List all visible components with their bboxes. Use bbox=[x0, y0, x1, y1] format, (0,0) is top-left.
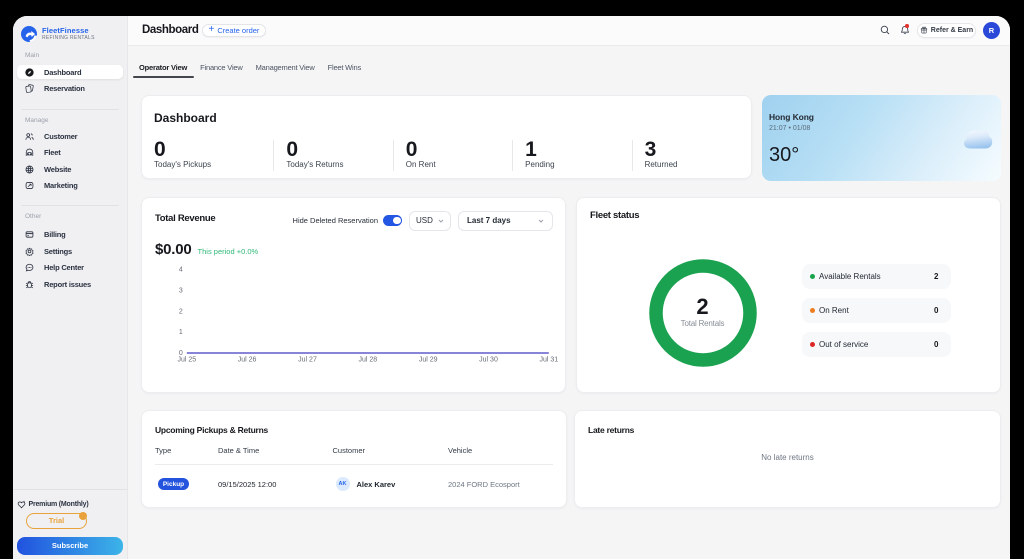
svg-text:Jul 27: Jul 27 bbox=[298, 357, 317, 364]
svg-text:Jul 30: Jul 30 bbox=[479, 357, 498, 364]
svg-text:Jul 28: Jul 28 bbox=[358, 357, 377, 364]
svg-text:1: 1 bbox=[179, 329, 183, 336]
svg-text:4: 4 bbox=[179, 267, 183, 274]
svg-text:Jul 29: Jul 29 bbox=[419, 357, 438, 364]
svg-text:2: 2 bbox=[179, 308, 183, 315]
svg-text:0: 0 bbox=[179, 350, 183, 357]
svg-text:Jul 25: Jul 25 bbox=[177, 357, 196, 364]
svg-text:Jul 31: Jul 31 bbox=[539, 357, 558, 364]
svg-text:Jul 26: Jul 26 bbox=[238, 357, 257, 364]
svg-text:3: 3 bbox=[179, 287, 183, 294]
